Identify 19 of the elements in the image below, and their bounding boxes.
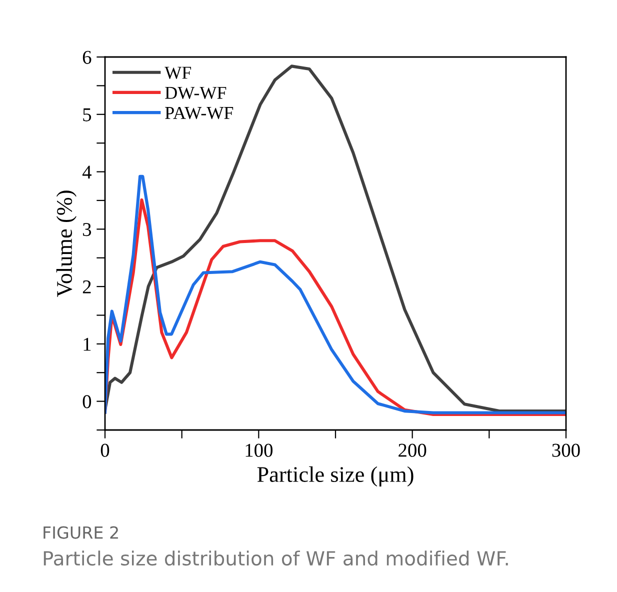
y-tick-label: 3 — [83, 223, 92, 236]
x-tick-label: 300 — [552, 444, 580, 457]
line-series — [105, 64, 566, 413]
y-tick-label: 0 — [82, 395, 92, 408]
legend-label: PAW-WF — [165, 106, 234, 120]
y-tick-label: 2 — [82, 280, 91, 294]
y-axis-title: Volume (%) — [56, 190, 77, 298]
text: Particle size distribution of WF and modified WF. — [44, 550, 508, 566]
x-tick-label: 200 — [398, 444, 426, 457]
y-tick-label: 4 — [82, 166, 92, 179]
legend-label: WF — [164, 66, 192, 79]
y-tick-label: 1 — [84, 338, 91, 351]
legend-label: DW-WF — [165, 86, 226, 100]
y-tick-label: 6 — [82, 50, 92, 64]
caption: FIGURE 2 — [44, 526, 118, 539]
x-axis-title: Particle size (μm) — [257, 466, 414, 487]
x-tick-label: 100 — [246, 444, 273, 457]
x-tick-label: 0 — [100, 444, 110, 457]
y-tick-label: 5 — [83, 108, 92, 122]
